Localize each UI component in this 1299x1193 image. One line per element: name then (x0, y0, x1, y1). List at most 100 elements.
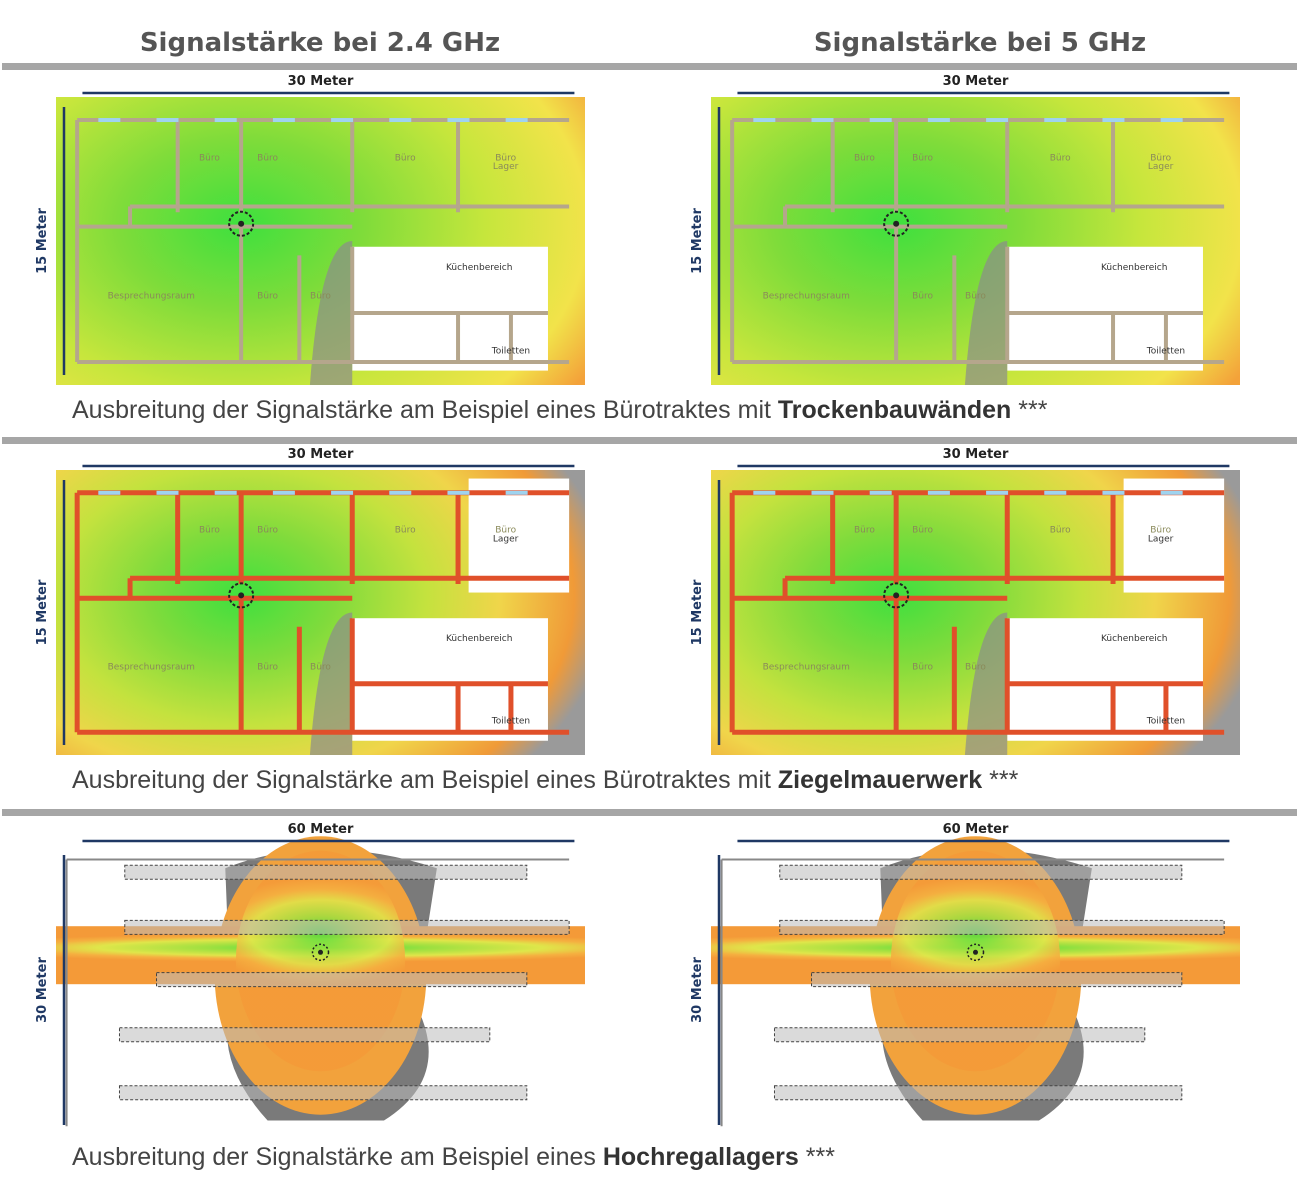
shelf (779, 919, 1225, 935)
shelf (118, 1085, 528, 1101)
window (811, 118, 834, 123)
window (505, 490, 528, 495)
window (1044, 490, 1067, 495)
room-label: Büro (310, 292, 331, 302)
dimension-label: 60 Meter (288, 822, 354, 837)
room-label: Büro (257, 526, 278, 536)
window (753, 118, 776, 123)
access-point (228, 210, 255, 237)
access-point (228, 582, 255, 609)
dimension-label: 30 Meter (288, 447, 354, 462)
window (986, 118, 1009, 123)
kitchen-area (1007, 618, 1203, 741)
dimension-label: 30 Meter (943, 74, 1009, 89)
window (447, 118, 470, 123)
shelf (773, 1085, 1183, 1101)
caption: Ausbreitung der Signalstärke am Beispiel… (72, 396, 1047, 425)
room-label: Toiletten (491, 346, 530, 356)
storage-area (468, 478, 570, 593)
room-label: Büro (1150, 526, 1171, 536)
kitchen-area (1007, 246, 1203, 371)
heatmap-panel: Büro Büro Büro BüroLagerKüchenbereichBespre… (690, 74, 1240, 385)
window (1044, 118, 1067, 123)
access-point-dot (238, 220, 245, 227)
shadow-zone (309, 241, 353, 385)
room-label: Büro (854, 526, 875, 536)
kitchen-area (352, 246, 548, 371)
access-point-dot (238, 592, 245, 599)
heatmap-panel: Büro Büro Büro BüroLagerKüchenbereichBespre… (35, 447, 585, 755)
room-label: Büro (965, 292, 986, 302)
room-label: Küchenbereich (1101, 263, 1168, 273)
room-label: Büro (495, 153, 516, 163)
window (927, 490, 950, 495)
room-label: Toiletten (491, 717, 530, 727)
window (811, 490, 834, 495)
room-label: Büro (310, 663, 331, 673)
room-label: Küchenbereich (1101, 634, 1168, 644)
window (869, 118, 892, 123)
room-label: Lager (493, 534, 519, 544)
window (1102, 490, 1125, 495)
caption-emphasis: Trockenbauwänden (777, 396, 1012, 424)
dimension-label: 30 Meter (943, 447, 1009, 462)
heatmap-panel: Büro Büro Büro BüroLagerKüchenbereichBespre… (35, 74, 585, 385)
access-point-dot (973, 949, 978, 955)
heatmap-panel: 60 Meter 30 Meter (35, 822, 585, 1127)
caption-text: Ausbreitung der Signalstärke am Beispiel… (72, 766, 771, 794)
access-point-dot (318, 949, 323, 955)
dimension-label: 15 Meter (35, 579, 50, 645)
separator (2, 437, 1297, 444)
room-label: Büro (1150, 153, 1171, 163)
room-label: Besprechungsraum (108, 292, 195, 302)
window (447, 490, 470, 495)
window (1102, 118, 1125, 123)
access-point (966, 943, 985, 962)
shelf (773, 1027, 1146, 1043)
shelf (124, 919, 570, 935)
room-label: Toiletten (1146, 346, 1185, 356)
caption-suffix: *** (989, 766, 1019, 794)
room-label: Küchenbereich (446, 634, 513, 644)
window (98, 118, 121, 123)
caption-suffix: *** (1018, 396, 1048, 424)
caption: Ausbreitung der Signalstärke am Beispiel… (72, 1143, 835, 1172)
separator (2, 809, 1297, 816)
column-header: Signalstärke bei 5 GHz (813, 28, 1147, 58)
access-point (311, 943, 330, 962)
room-label: Büro (257, 663, 278, 673)
window (214, 118, 237, 123)
room-label: Küchenbereich (446, 263, 513, 273)
dimension-label: 15 Meter (35, 208, 50, 274)
storage-area (1123, 478, 1225, 593)
separator (2, 63, 1297, 70)
access-point (883, 582, 910, 609)
dimension-label: 15 Meter (690, 208, 705, 274)
access-point (883, 210, 910, 237)
room-label: Büro (1050, 153, 1071, 163)
room-label: Büro (257, 292, 278, 302)
heatmap-panel: 60 Meter 30 Meter (690, 822, 1240, 1127)
shelf (118, 1027, 491, 1043)
room-label: Besprechungsraum (763, 292, 850, 302)
room-label: Büro (1050, 526, 1071, 536)
window (927, 118, 950, 123)
dimension-label: 15 Meter (690, 579, 705, 645)
shadow-zone (964, 612, 1008, 755)
window (1160, 490, 1183, 495)
room-label: Büro (965, 663, 986, 673)
room-label: Büro (912, 526, 933, 536)
room-label: Büro (912, 292, 933, 302)
window (389, 118, 412, 123)
window (753, 490, 776, 495)
shelf (124, 864, 528, 880)
room-label: Büro (912, 153, 933, 163)
kitchen-area (352, 618, 548, 741)
room-label: Lager (493, 162, 519, 172)
window (214, 490, 237, 495)
room-label: Lager (1148, 534, 1174, 544)
window (98, 490, 121, 495)
window (272, 490, 295, 495)
